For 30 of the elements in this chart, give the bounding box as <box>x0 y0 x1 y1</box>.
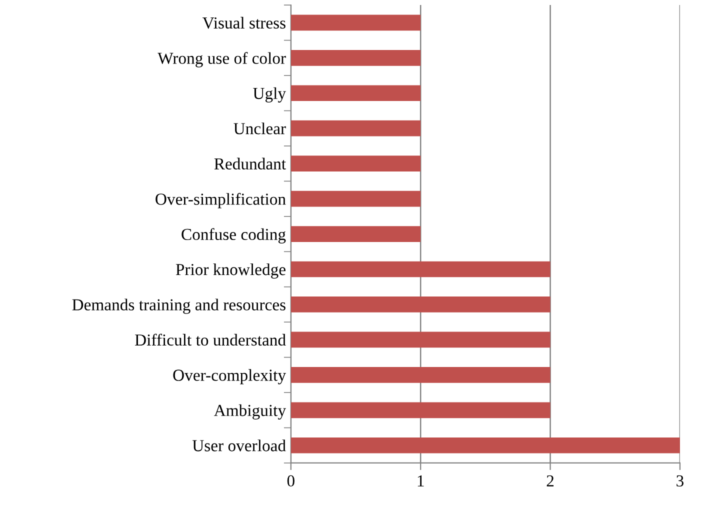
y-tick-label: Redundant <box>214 158 286 170</box>
bar <box>290 190 421 207</box>
x-tick-label: 1 <box>418 475 424 486</box>
y-tick-label: Visual stress <box>202 16 286 29</box>
bar <box>290 14 421 31</box>
x-tick-label: 2 <box>546 475 554 486</box>
y-tick-label: Over-simplification <box>156 192 286 208</box>
bar <box>290 437 680 454</box>
y-tick-label: Ambiguity <box>214 404 286 420</box>
x-tick-label: 3 <box>676 475 684 487</box>
bar <box>290 296 550 312</box>
y-tick-label: Over-complexity <box>173 369 286 384</box>
y-tick-label: Confuse coding <box>182 228 286 244</box>
y-tick-label: Ugly <box>253 87 286 102</box>
bar <box>290 50 421 66</box>
bar <box>290 226 421 242</box>
y-tick-label: Wrong use of color <box>158 52 286 68</box>
bar <box>290 120 421 136</box>
bar <box>290 261 550 278</box>
y-tick-label: Difficult to understand <box>135 334 286 346</box>
bar <box>290 367 550 383</box>
bar <box>290 402 550 418</box>
y-tick-label: Prior knowledge <box>176 263 286 279</box>
bar <box>290 156 421 172</box>
y-tick-label: Unclear <box>234 122 286 134</box>
bar <box>290 332 550 348</box>
y-tick-label: Demands training and resources <box>72 298 286 314</box>
bar <box>290 85 421 102</box>
x-tick-label: 0 <box>287 475 294 487</box>
y-tick-label: User overload <box>192 440 286 452</box>
